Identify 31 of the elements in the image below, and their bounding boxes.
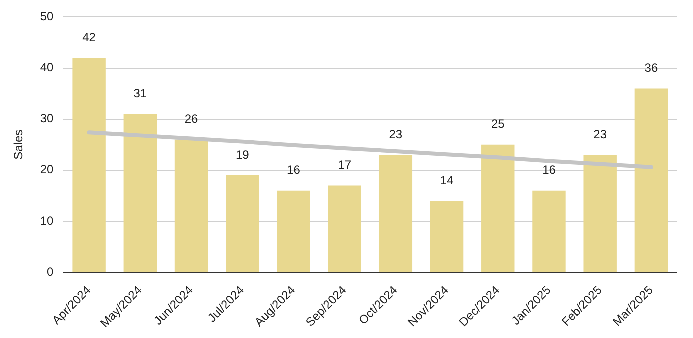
y-tick-label: 0 [47, 264, 54, 279]
y-tick-label: 30 [40, 112, 54, 126]
data-label: 16 [287, 163, 301, 178]
data-label: 42 [82, 30, 96, 44]
data-label: 23 [389, 127, 403, 142]
y-axis-title: Sales [12, 130, 26, 160]
bar [634, 88, 668, 272]
bar [584, 155, 617, 272]
data-label: 36 [644, 61, 658, 76]
bar [226, 176, 260, 272]
bar [124, 114, 158, 272]
data-label: 31 [134, 86, 148, 101]
bar [174, 140, 208, 272]
y-tick-label: 10 [40, 214, 54, 228]
bar [72, 58, 106, 272]
bar [328, 186, 362, 272]
data-label: 14 [440, 173, 454, 188]
y-tick-label: 20 [40, 162, 54, 177]
data-label: 26 [184, 112, 199, 126]
bar [277, 190, 310, 272]
data-label: 16 [542, 163, 556, 178]
bar [482, 144, 515, 272]
data-label: 23 [594, 127, 608, 142]
data-label: 25 [491, 117, 506, 132]
y-tick-label: 40 [40, 60, 54, 75]
data-label: 17 [338, 158, 352, 172]
bar [379, 155, 413, 272]
y-tick-label: 50 [40, 10, 54, 24]
data-label: 19 [236, 148, 250, 162]
bar [532, 190, 566, 272]
bar [430, 201, 464, 272]
